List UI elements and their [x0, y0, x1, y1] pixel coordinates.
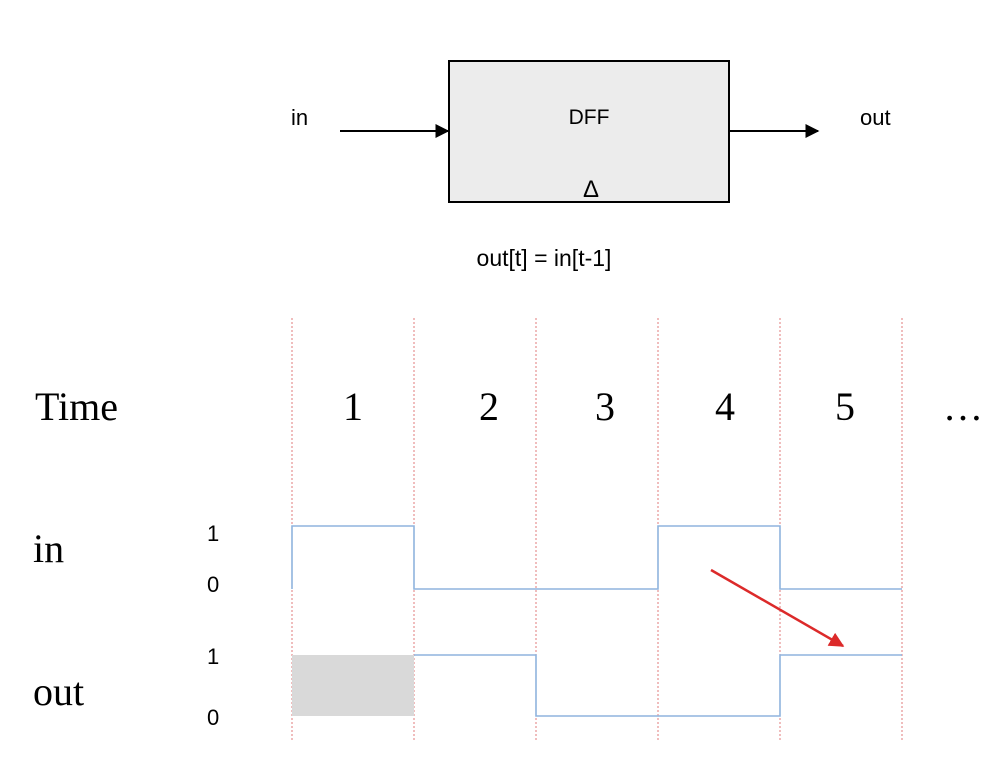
time-step-1: 1 [343, 384, 363, 429]
dff-block: in DFF Δ out out[t] = in[t-1] [291, 60, 891, 271]
time-step-4: 4 [715, 384, 735, 429]
time-step-2: 2 [479, 384, 499, 429]
signal-out-high: 1 [207, 644, 219, 669]
time-step-3: 3 [595, 384, 615, 429]
equation: out[t] = in[t-1] [477, 245, 612, 271]
signal-out-unknown-1 [292, 655, 414, 716]
signal-in-low: 0 [207, 572, 219, 597]
signal-out-low: 0 [207, 705, 219, 730]
dff-title: DFF [569, 106, 610, 129]
time-ellipsis: … [943, 384, 983, 429]
input-label: in [291, 105, 308, 130]
time-step-5: 5 [835, 384, 855, 429]
clock-triangle-icon: Δ [583, 176, 599, 203]
signal-out-waveform [414, 654, 902, 717]
timing-labels: Time 1 2 3 4 5 … in 1 0 out 1 0 [33, 384, 983, 730]
dff-box [448, 60, 730, 203]
signal-in-waveform [291, 525, 902, 590]
signal-in-high: 1 [207, 521, 219, 546]
signal-in-label: in [33, 526, 64, 571]
signal-out-label: out [33, 669, 84, 714]
time-label: Time [35, 384, 118, 429]
waveforms [291, 525, 902, 717]
output-label: out [860, 105, 891, 130]
delay-arrow [710, 568, 845, 648]
